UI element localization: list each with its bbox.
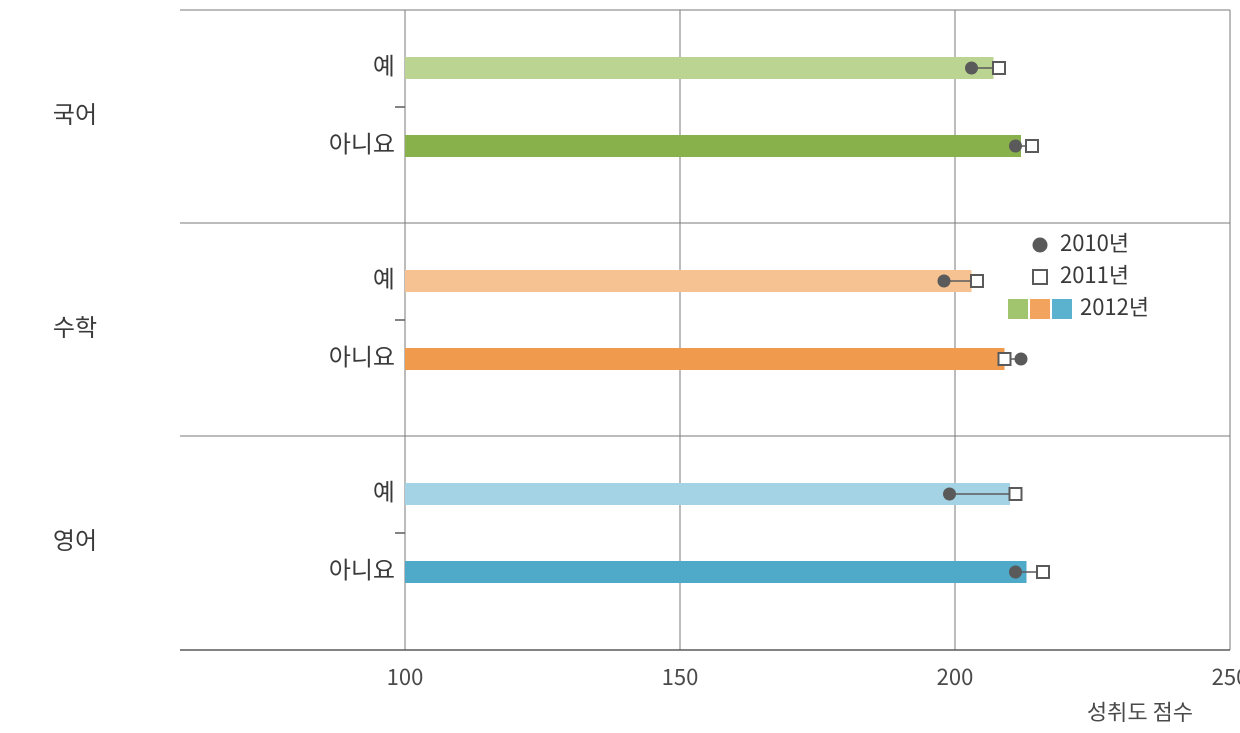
- achievement-score-chart: 100150200250국어예아니요수학예아니요영어예아니요성취도 점수2010…: [0, 0, 1240, 733]
- marker-dot-2010: [1009, 140, 1022, 153]
- legend-square-icon: [1033, 270, 1047, 284]
- bar: [405, 135, 1021, 157]
- legend-dot-icon: [1033, 238, 1048, 253]
- legend-label: 2012년: [1080, 290, 1149, 322]
- marker-square-2011: [971, 275, 983, 287]
- row-label: 아니요: [329, 125, 395, 160]
- x-tick-label: 250: [1212, 660, 1240, 692]
- group-label: 국어: [53, 95, 97, 130]
- marker-square-2011: [1026, 140, 1038, 152]
- marker-square-2011: [999, 353, 1011, 365]
- marker-square-2011: [1010, 488, 1022, 500]
- bar: [405, 57, 994, 79]
- row-label: 아니요: [329, 551, 395, 586]
- x-tick-label: 100: [387, 660, 424, 692]
- x-tick-label: 200: [937, 660, 974, 692]
- legend-swatch: [1008, 299, 1028, 319]
- marker-square-2011: [1037, 566, 1049, 578]
- row-label: 예: [373, 473, 395, 508]
- legend-swatch: [1052, 299, 1072, 319]
- legend-label: 2010년: [1060, 226, 1129, 258]
- marker-square-2011: [993, 62, 1005, 74]
- row-label: 예: [373, 47, 395, 82]
- legend-swatch: [1030, 299, 1050, 319]
- bar: [405, 561, 1027, 583]
- bar: [405, 483, 1010, 505]
- group-label: 영어: [53, 521, 97, 556]
- legend-label: 2011년: [1060, 258, 1129, 290]
- row-label: 예: [373, 260, 395, 295]
- bar: [405, 348, 1005, 370]
- chart-svg: 100150200250국어예아니요수학예아니요영어예아니요성취도 점수2010…: [0, 0, 1240, 733]
- row-label: 아니요: [329, 338, 395, 373]
- marker-dot-2010: [938, 275, 951, 288]
- x-axis-label: 성취도 점수: [1087, 695, 1193, 727]
- marker-dot-2010: [943, 488, 956, 501]
- bar: [405, 270, 972, 292]
- marker-dot-2010: [965, 62, 978, 75]
- group-label: 수학: [53, 308, 97, 343]
- marker-dot-2010: [1009, 566, 1022, 579]
- marker-dot-2010: [1015, 353, 1028, 366]
- x-tick-label: 150: [662, 660, 699, 692]
